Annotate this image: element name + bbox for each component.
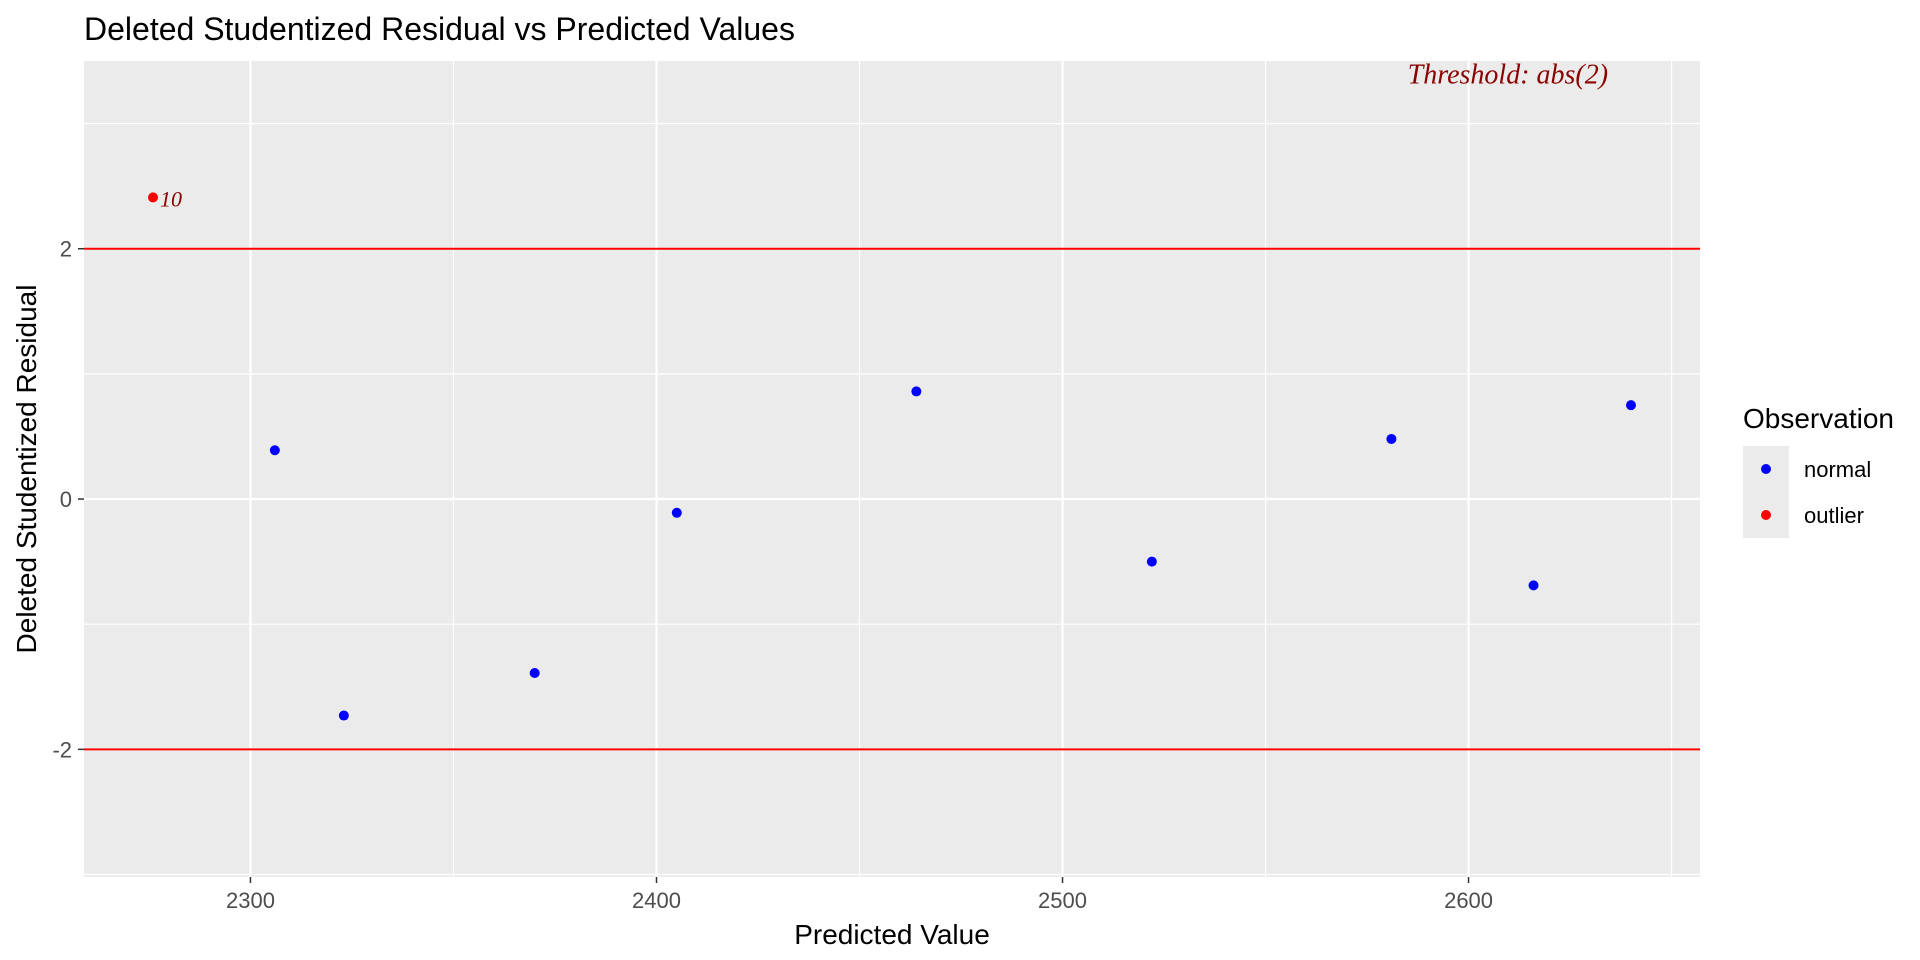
y-axis-title: Deleted Studentized Residual xyxy=(11,285,42,654)
y-tick-label: -2 xyxy=(52,737,72,762)
legend-entries: normal outlier xyxy=(1761,457,1871,528)
normal-point xyxy=(1625,400,1636,411)
threshold-lines xyxy=(84,247,1700,751)
normal-point xyxy=(1528,580,1539,591)
normal-point xyxy=(1386,433,1397,444)
axis-ticks: 2300 2400 2500 2600 -2 0 2 xyxy=(52,237,1493,913)
legend: Observation normal outlier xyxy=(1743,403,1894,538)
normal-point xyxy=(269,445,280,456)
threshold-annotation: Threshold: abs(2) xyxy=(1408,60,1608,91)
y-tick-label: 2 xyxy=(60,237,72,262)
normal-point xyxy=(1146,556,1157,567)
plot-panel xyxy=(84,61,1700,877)
chart-title: Deleted Studentized Residual vs Predicte… xyxy=(84,11,795,47)
legend-label-outlier: outlier xyxy=(1804,503,1864,528)
normal-point xyxy=(338,710,349,721)
x-tick-label: 2600 xyxy=(1444,888,1493,913)
legend-key-background xyxy=(1743,446,1789,538)
legend-key-outlier xyxy=(1761,510,1771,520)
x-tick-label: 2400 xyxy=(632,888,681,913)
normal-point xyxy=(911,386,922,397)
point-label: 10 xyxy=(160,186,182,211)
legend-label-normal: normal xyxy=(1804,457,1871,482)
x-tick-label: 2500 xyxy=(1038,888,1087,913)
legend-title: Observation xyxy=(1743,403,1894,434)
x-axis-title: Predicted Value xyxy=(794,919,990,950)
normal-point xyxy=(529,668,540,678)
legend-key-normal xyxy=(1761,464,1771,474)
minor-gridlines xyxy=(84,61,1700,877)
x-tick-label: 2300 xyxy=(226,888,275,913)
outlier-point xyxy=(148,192,159,203)
normal-point xyxy=(671,507,682,518)
y-tick-label: 0 xyxy=(60,487,72,512)
data-points: 10 xyxy=(148,186,1636,721)
